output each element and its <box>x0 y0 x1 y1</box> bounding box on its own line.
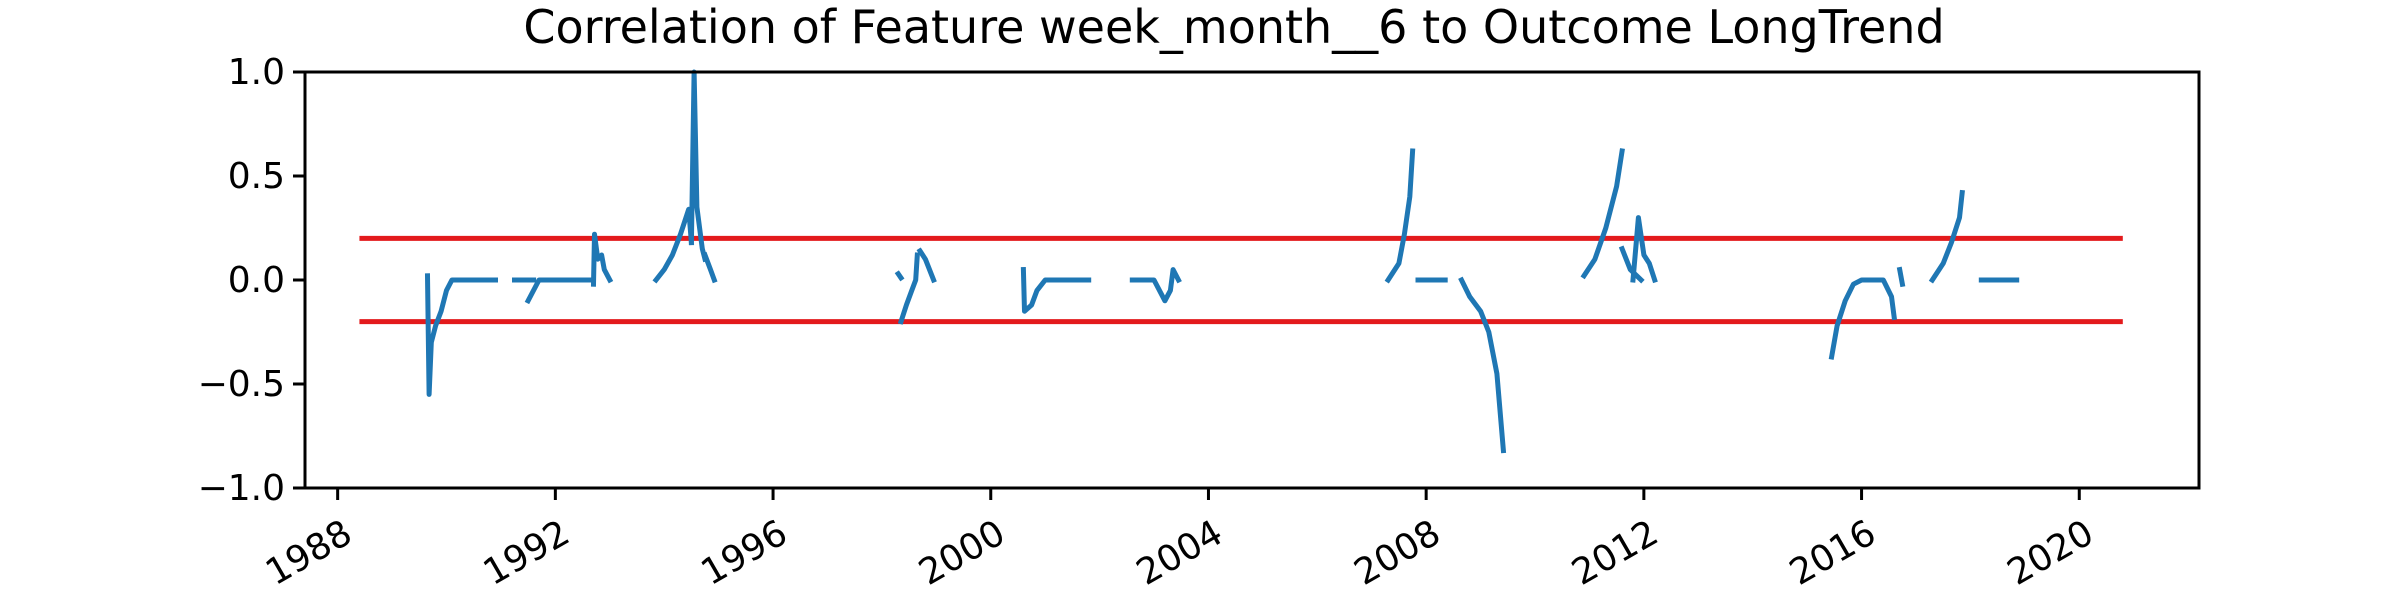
series-segment-12 <box>1129 267 1182 304</box>
series-segment-11 <box>1020 267 1092 314</box>
series-segment-18 <box>1630 215 1658 284</box>
y-tick-label: −1.0 <box>198 468 285 509</box>
series-segment-17 <box>1618 245 1645 284</box>
y-axis: −1.0 −0.5 0.0 0.5 1.0 <box>198 52 305 509</box>
series-segment-21 <box>1928 189 1965 284</box>
x-tick-label: 2008 <box>1348 512 1448 593</box>
x-tick-label: 1988 <box>259 512 359 593</box>
y-tick-label: 1.0 <box>228 52 285 93</box>
y-tick-label: 0.5 <box>228 156 285 197</box>
x-tick-label: 2016 <box>1783 512 1883 593</box>
series-segment-5 <box>652 206 695 284</box>
series-segment-13 <box>1384 148 1416 284</box>
chart-title: Correlation of Feature week_month__6 to … <box>523 0 1944 54</box>
series-segment-8 <box>894 270 905 282</box>
series-segment-19 <box>1828 277 1898 360</box>
series-segment-15 <box>1458 276 1507 454</box>
x-tick-label: 2020 <box>2001 512 2101 593</box>
x-tick-label: 1992 <box>477 512 577 593</box>
series-segment-7 <box>701 251 718 284</box>
plot-marks <box>359 69 2123 454</box>
x-tick-label: 1996 <box>695 512 795 593</box>
series-segment-20 <box>1896 266 1906 288</box>
series-segment-4 <box>590 231 614 287</box>
series-segment-16 <box>1580 148 1625 280</box>
x-tick-label: 2012 <box>1565 512 1665 593</box>
x-tick-label: 2004 <box>1130 512 1230 593</box>
series-segment-3 <box>524 277 596 305</box>
series-segment-1 <box>424 273 498 397</box>
x-tick-label: 2000 <box>912 512 1012 593</box>
y-tick-label: −0.5 <box>198 364 285 405</box>
series-segment-9 <box>897 252 920 325</box>
x-axis: 1988 1992 1996 2000 2004 2008 2012 2016 2020 <box>259 488 2101 594</box>
series-segment-6 <box>688 69 709 263</box>
series-segment-10 <box>916 247 937 284</box>
y-tick-label: 0.0 <box>228 260 285 301</box>
